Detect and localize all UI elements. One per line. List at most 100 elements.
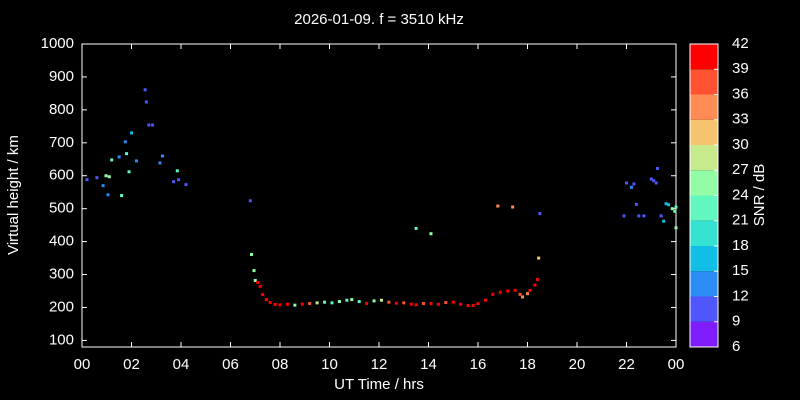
point — [521, 295, 525, 299]
colorbar-tick-label: 12 — [732, 287, 749, 304]
point — [414, 226, 418, 230]
point — [667, 203, 671, 207]
x-tick-label: 06 — [222, 356, 239, 373]
point — [471, 304, 475, 308]
point — [451, 300, 455, 304]
point — [436, 302, 440, 306]
x-tick-label: 04 — [173, 356, 190, 373]
point — [642, 214, 646, 218]
point — [409, 302, 413, 306]
point — [300, 302, 304, 306]
colorbar-tick-label: 24 — [732, 186, 749, 203]
point — [101, 184, 105, 188]
point — [394, 301, 398, 305]
colorbar-tick-label: 21 — [732, 212, 749, 229]
point — [250, 252, 254, 256]
colorbar-band — [690, 321, 718, 347]
point — [85, 178, 89, 182]
point — [659, 214, 663, 218]
point — [518, 292, 522, 296]
point — [268, 301, 272, 305]
point — [511, 205, 515, 209]
point — [350, 298, 354, 302]
point — [670, 207, 674, 211]
point — [429, 302, 433, 306]
point — [655, 166, 659, 170]
point — [248, 199, 252, 203]
plot-frame — [81, 43, 677, 348]
point — [535, 277, 539, 281]
colorbar-band — [690, 119, 718, 145]
point — [177, 178, 181, 182]
colorbar-label: SNR / dB — [751, 164, 768, 227]
y-tick-label: 800 — [49, 101, 74, 118]
colorbar-tick-label: 36 — [732, 85, 749, 102]
point — [273, 303, 277, 307]
x-tick-label: 16 — [470, 356, 487, 373]
point — [315, 301, 319, 305]
point — [253, 278, 257, 282]
x-tick-label: 18 — [519, 356, 536, 373]
point — [345, 298, 349, 302]
point — [160, 154, 164, 158]
point — [258, 284, 262, 288]
point — [285, 302, 289, 306]
point — [104, 174, 108, 178]
point — [483, 298, 487, 302]
point — [513, 288, 517, 292]
y-tick-label: 900 — [49, 68, 74, 85]
point — [151, 123, 155, 127]
point — [110, 158, 114, 162]
colorbar-tick-label: 39 — [732, 60, 749, 77]
colorbar-tick-label: 6 — [732, 338, 740, 355]
x-tick-label: 20 — [569, 356, 586, 373]
point — [476, 302, 480, 306]
point — [184, 183, 188, 187]
point — [625, 181, 628, 185]
x-tick-label: 12 — [371, 356, 388, 373]
point — [637, 214, 641, 218]
point — [402, 301, 406, 305]
point — [496, 204, 500, 208]
point — [125, 152, 129, 156]
point — [634, 202, 638, 206]
point — [674, 205, 678, 209]
point — [130, 131, 133, 135]
point — [387, 300, 391, 304]
point — [444, 301, 448, 305]
colorbar-tick-label: 18 — [732, 237, 749, 254]
colorbar-band — [690, 220, 718, 246]
x-tick-label: 14 — [420, 356, 437, 373]
point — [147, 123, 151, 127]
point — [120, 194, 124, 197]
point — [143, 88, 147, 92]
point — [538, 212, 542, 216]
colorbar-tick-label: 33 — [732, 111, 749, 128]
y-tick-label: 300 — [49, 266, 74, 283]
point — [365, 302, 369, 306]
y-tick-label: 500 — [49, 200, 74, 217]
colorbar-tick-label: 9 — [732, 313, 740, 330]
y-tick-label: 600 — [49, 167, 74, 184]
point — [117, 155, 121, 159]
point — [654, 181, 658, 185]
point — [256, 280, 260, 284]
y-tick-label: 700 — [49, 134, 74, 151]
point — [662, 219, 666, 223]
x-tick-label: 08 — [272, 356, 289, 373]
point — [379, 298, 383, 302]
point — [278, 303, 282, 307]
colorbar-band — [690, 246, 718, 272]
point — [466, 304, 470, 308]
point — [422, 302, 426, 306]
point — [107, 175, 111, 179]
point — [95, 176, 99, 180]
colorbar-band — [690, 271, 718, 297]
point — [414, 303, 418, 307]
point — [498, 290, 502, 294]
point — [372, 299, 376, 303]
colorbar-band — [690, 44, 718, 70]
y-axis-label: Virtual height / km — [5, 135, 22, 255]
